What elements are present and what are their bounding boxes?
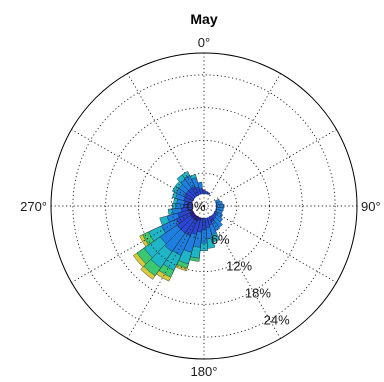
radial-label-3: 18%: [245, 286, 271, 301]
grid-spoke-120: [203, 205, 337, 283]
grid-ring-4: [72, 74, 336, 338]
outer-ring: [50, 52, 358, 360]
grid-spoke-300: [71, 129, 205, 207]
grid-spoke-330: [127, 73, 205, 207]
grid-spoke-60: [203, 129, 337, 207]
grid-spoke-30: [203, 73, 281, 207]
chart-title: May: [190, 11, 217, 27]
radial-label-0: 0%: [187, 199, 206, 214]
polar-labels: 0° 90° 180° 270° 0% 6% 12% 18% 24%: [20, 35, 381, 379]
direction-label-0: 0°: [198, 35, 210, 50]
grid-spoke-210: [127, 205, 205, 339]
grid-ring-1: [170, 172, 238, 240]
direction-label-90: 90°: [361, 199, 381, 214]
radial-label-1: 6%: [211, 232, 230, 247]
polar-grid: [51, 53, 357, 359]
direction-label-270: 270°: [20, 199, 47, 214]
radial-label-4: 24%: [264, 312, 290, 327]
radial-label-2: 12%: [226, 259, 252, 274]
direction-label-180: 180°: [191, 364, 218, 379]
grid-ring-3: [105, 107, 303, 305]
grid-spoke-150: [203, 205, 281, 339]
grid-spoke-240: [71, 205, 205, 283]
